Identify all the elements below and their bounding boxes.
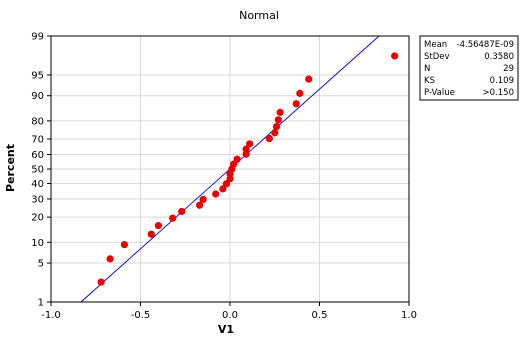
data-point [234, 156, 241, 163]
stat-label: N [424, 64, 430, 74]
y-tick-label: 5 [38, 259, 44, 270]
data-point [98, 278, 105, 285]
x-tick-label: 0.0 [222, 310, 238, 321]
stat-label: P-Value [424, 88, 455, 98]
stat-label: StDev [424, 52, 450, 62]
data-point [148, 231, 155, 238]
y-tick-label: 95 [31, 70, 44, 81]
data-point [271, 129, 278, 136]
y-tick-label: 1 [38, 298, 44, 309]
data-point [212, 190, 219, 197]
stat-label: Mean [424, 40, 447, 50]
x-axis-label: V1 [218, 323, 234, 336]
y-axis-label: Percent [4, 144, 17, 192]
data-point [391, 52, 398, 59]
stat-label: KS [424, 76, 435, 86]
y-tick-labels: 1 5 10 20 30 40 50 60 70 80 90 95 99 [31, 32, 44, 309]
x-tick-label: -1.0 [41, 310, 61, 321]
y-tick-label: 20 [31, 213, 44, 224]
data-point [277, 109, 284, 116]
data-point [293, 100, 300, 107]
y-tick-label: 99 [31, 32, 44, 43]
data-point [273, 123, 280, 130]
y-tick-label: 70 [31, 135, 44, 146]
data-point [200, 196, 207, 203]
chart-title: Normal [239, 9, 279, 22]
stat-value: 0.3580 [484, 52, 514, 62]
data-point [106, 255, 113, 262]
stat-value: 0.109 [490, 76, 514, 86]
y-tick-label: 80 [31, 116, 44, 127]
data-point [296, 90, 303, 97]
data-point [169, 215, 176, 222]
x-tick-labels: -1.0 -0.5 0.0 0.5 1.0 [41, 310, 417, 321]
data-point [178, 208, 185, 215]
x-tick-label: -0.5 [131, 310, 151, 321]
stats-box: Mean -4.56487E-09 StDev 0.3580 N 29 KS 0.109 P-V… [420, 36, 518, 100]
x-tick-label: 0.5 [312, 310, 328, 321]
stat-value: >0.150 [483, 88, 514, 98]
y-tick-label: 30 [31, 194, 44, 205]
data-point [305, 76, 312, 83]
data-point [121, 241, 128, 248]
stat-value: -4.56487E-09 [457, 40, 514, 50]
stat-value: 29 [503, 64, 514, 74]
data-point [275, 116, 282, 123]
y-tick-label: 10 [31, 238, 44, 249]
x-tick-label: 1.0 [401, 310, 417, 321]
data-point [266, 135, 273, 142]
y-tick-label: 60 [31, 150, 44, 161]
data-point [155, 222, 162, 229]
y-tick-label: 90 [31, 91, 44, 102]
y-tick-label: 40 [31, 179, 44, 190]
y-tick-label: 50 [31, 165, 44, 176]
data-point [246, 140, 253, 147]
